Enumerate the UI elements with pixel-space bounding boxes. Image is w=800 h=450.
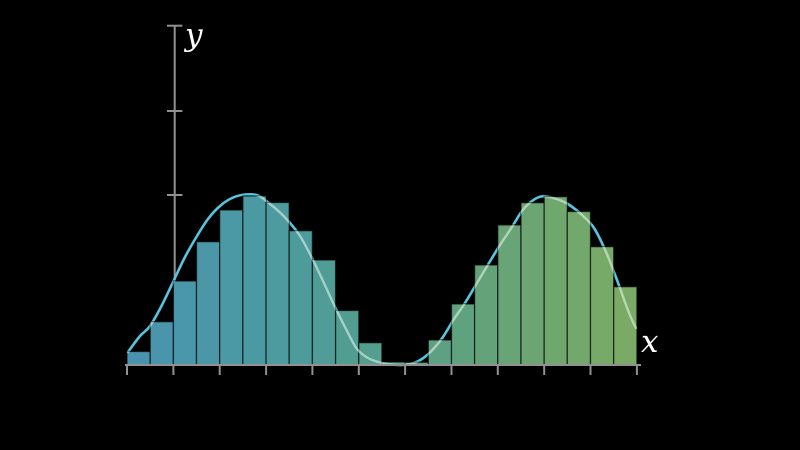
- riemann-bar: [613, 286, 638, 366]
- riemann-bar: [450, 303, 476, 366]
- riemann-bar: [566, 210, 592, 366]
- riemann-bar: [311, 259, 337, 366]
- riemann-bar: [265, 201, 290, 366]
- riemann-bar: [172, 280, 198, 366]
- riemann-bar: [242, 195, 267, 366]
- x-axis-label: x: [641, 324, 659, 360]
- riemann-bar: [149, 321, 175, 366]
- y-axis-label: y: [185, 17, 203, 53]
- riemann-bar: [334, 309, 360, 366]
- riemann-bar: [520, 202, 545, 366]
- riemann-bar: [195, 241, 221, 366]
- riemann-bar: [219, 209, 244, 366]
- riemann-bar: [427, 339, 453, 366]
- riemann-bar: [543, 196, 568, 366]
- riemann-bar: [126, 350, 151, 366]
- riemann-bar: [497, 224, 522, 366]
